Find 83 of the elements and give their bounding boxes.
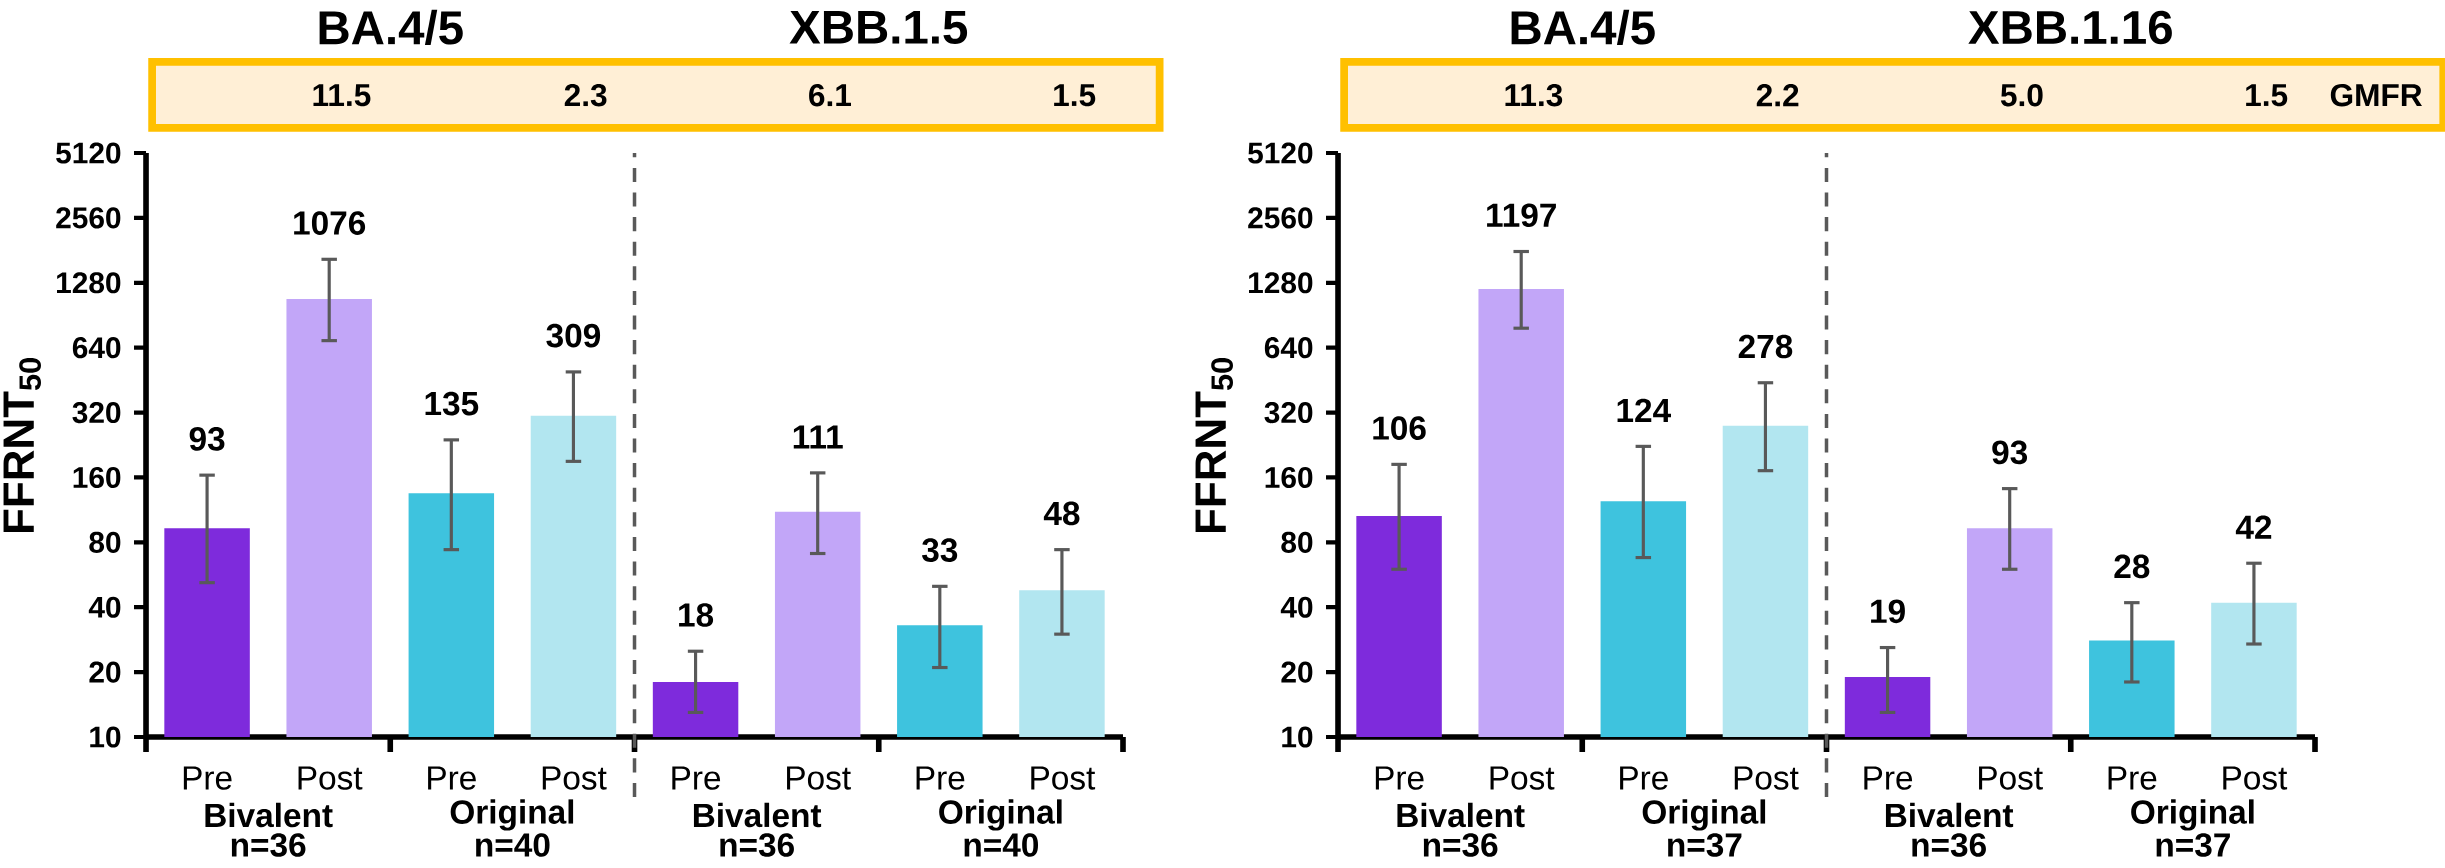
text: n=36 — [720, 833, 794, 857]
text: n=36 — [231, 833, 306, 857]
y-tick-label: 20 — [1281, 661, 1313, 683]
text: 2.2 — [1756, 84, 1799, 107]
y-tick-label: 160 — [73, 466, 121, 489]
text: 5.0 — [2000, 83, 2043, 107]
y-axis-title: FFRNT$_{50}$ — [3, 358, 41, 533]
y-tick-label: 1280 — [1249, 272, 1313, 294]
x-tick-label: Post — [2223, 766, 2288, 790]
text: Original — [450, 799, 574, 831]
text: Original — [2131, 799, 2254, 831]
data-label: 1076 — [294, 211, 366, 235]
data-label: 124 — [1617, 398, 1672, 422]
text: 6.1 — [809, 83, 851, 107]
y-tick-label: 2560 — [56, 207, 121, 229]
text: GMFR — [2330, 83, 2422, 107]
data-label: 111 — [793, 425, 843, 449]
data-label: 33 — [922, 538, 958, 562]
x-tick-label: Post — [1490, 766, 1555, 790]
text: Bivalent — [205, 802, 333, 828]
text: Bivalent — [693, 802, 822, 828]
text: 11.3 — [1505, 83, 1563, 107]
y-tick-label: 10 — [90, 726, 121, 748]
text: 11.5 — [313, 84, 371, 107]
text: n=36 — [1912, 833, 1986, 857]
x-tick-label: Pre — [183, 766, 232, 790]
x-tick-label: Post — [1979, 766, 2043, 790]
text: BA.4/5 — [319, 9, 463, 46]
data-label: 135 — [425, 391, 479, 416]
y-tick-label: 320 — [72, 401, 121, 424]
text: Original — [939, 799, 1062, 831]
y-tick-label: 40 — [88, 596, 121, 618]
y-tick-label: 640 — [1264, 337, 1313, 359]
y-tick-label: 5120 — [56, 142, 121, 164]
text: n=37 — [1668, 833, 1742, 857]
x-tick-label: Post — [1734, 766, 1799, 790]
text: 1.5 — [2246, 84, 2288, 107]
data-label: 93 — [189, 427, 225, 451]
y-tick-label: 160 — [1265, 466, 1313, 489]
y-tick-label: 5120 — [1248, 142, 1313, 164]
text: Original — [1642, 799, 1766, 831]
y-tick-label: 80 — [1281, 531, 1313, 553]
text: 2.3 — [564, 83, 607, 107]
data-label: 48 — [1043, 501, 1080, 526]
data-label: 93 — [1992, 440, 2028, 465]
y-axis-title: FFRNT$_{50}$ — [1195, 358, 1233, 533]
text: Bivalent — [1397, 802, 1525, 828]
data-label: 18 — [679, 603, 714, 627]
x-tick-label: Pre — [1864, 766, 1913, 790]
text: 1.5 — [1054, 84, 1096, 107]
text: n=40 — [476, 833, 550, 857]
text: n=37 — [2156, 833, 2230, 857]
y-tick-label: 1280 — [57, 272, 121, 294]
y-tick-label: 10 — [1282, 726, 1313, 748]
text: n=40 — [964, 833, 1039, 857]
y-tick-label: 80 — [89, 531, 121, 553]
y-tick-label: 20 — [89, 661, 121, 683]
x-tick-label: Post — [298, 766, 363, 790]
x-tick-label: Pre — [1620, 766, 1668, 790]
x-tick-label: Post — [787, 766, 851, 790]
data-label: 278 — [1738, 334, 1793, 359]
x-tick-label: Pre — [672, 766, 721, 790]
y-tick-label: 2560 — [1248, 207, 1313, 229]
x-tick-label: Pre — [1375, 766, 1424, 790]
x-tick-label: Post — [542, 766, 607, 790]
text: n=36 — [1423, 833, 1498, 857]
y-tick-label: 320 — [1264, 401, 1313, 424]
data-label: 42 — [2235, 515, 2272, 539]
data-label: 1197 — [1487, 203, 1556, 228]
text: Bivalent — [1885, 802, 2014, 828]
x-tick-label: Post — [1031, 766, 1096, 790]
x-tick-label: Pre — [2108, 766, 2157, 790]
data-label: 28 — [2114, 554, 2150, 579]
data-label: 309 — [546, 323, 601, 348]
text: XBB.1.5 — [789, 10, 968, 44]
text: XBB.1.16 — [1968, 10, 2172, 45]
x-tick-label: Pre — [916, 766, 965, 790]
y-tick-label: 640 — [72, 337, 121, 359]
y-tick-label: 40 — [1280, 596, 1313, 618]
data-label: 106 — [1373, 416, 1426, 440]
x-tick-label: Pre — [428, 766, 476, 790]
text: BA.4/5 — [1511, 9, 1655, 46]
data-label: 19 — [1871, 599, 1905, 624]
